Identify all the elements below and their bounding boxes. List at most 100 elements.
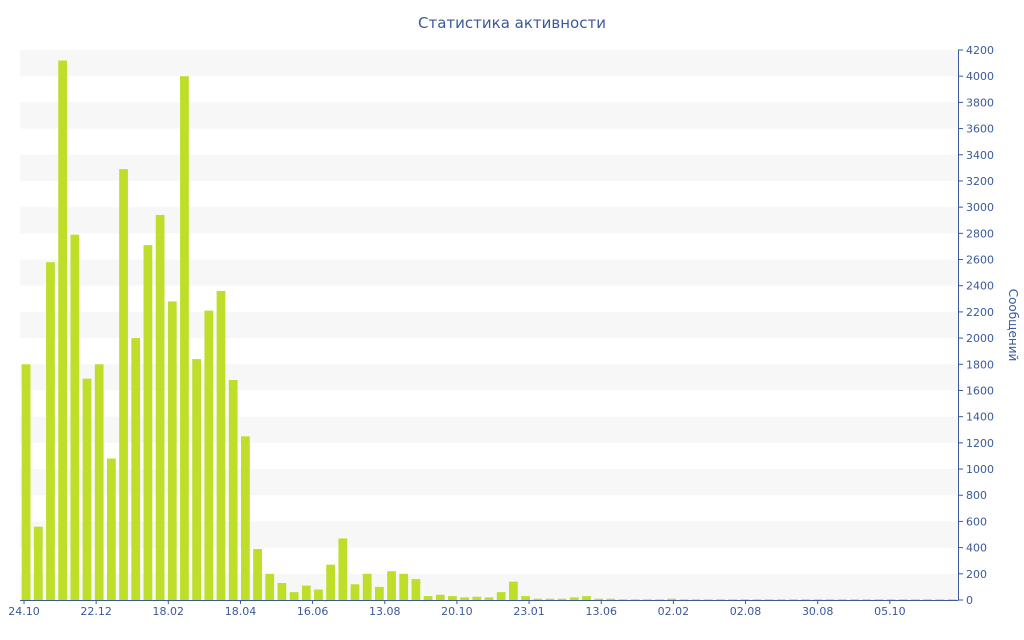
- bar: [131, 338, 141, 600]
- x-tick-label: 20.10: [441, 605, 473, 618]
- y-axis-label: Сообщений: [1006, 289, 1020, 362]
- y-tick-label: 2200: [966, 306, 994, 319]
- x-tick-label: 24.10: [8, 605, 40, 618]
- x-tick-label: 02.08: [730, 605, 762, 618]
- y-tick-label: 0: [966, 594, 973, 607]
- bar: [265, 573, 275, 600]
- y-tick-label: 1400: [966, 411, 994, 424]
- bar: [606, 598, 616, 600]
- bar: [192, 359, 202, 600]
- bar: [850, 599, 859, 600]
- bar: [582, 596, 591, 600]
- y-tick-label: 600: [966, 515, 987, 528]
- bar: [557, 598, 567, 600]
- grid-band: [20, 50, 958, 77]
- grid-band: [20, 154, 958, 181]
- y-tick-label: 2000: [966, 332, 994, 345]
- y-tick-label: 1200: [966, 437, 994, 450]
- y-tick-label: 3800: [966, 96, 994, 109]
- bar: [119, 169, 128, 601]
- bar: [789, 599, 798, 600]
- bar: [70, 234, 80, 600]
- bar: [569, 597, 579, 600]
- y-tick-label: 2800: [966, 227, 994, 240]
- bar: [106, 458, 116, 600]
- bar: [448, 596, 457, 600]
- y-tick-label: 3000: [966, 201, 994, 214]
- bar: [618, 599, 628, 600]
- bar: [728, 599, 738, 600]
- bar: [21, 364, 31, 600]
- bar: [691, 599, 701, 600]
- bar: [521, 596, 530, 600]
- bar: [533, 598, 543, 600]
- y-tick-label: 1600: [966, 384, 994, 397]
- bar: [886, 599, 896, 600]
- chart-title: Статистика активности: [418, 14, 606, 32]
- bar: [435, 594, 445, 600]
- bar: [496, 592, 506, 600]
- bar: [33, 526, 43, 600]
- bar: [46, 262, 55, 600]
- bar: [923, 599, 932, 600]
- bar: [204, 310, 214, 600]
- bar: [326, 564, 336, 600]
- bar: [167, 301, 177, 600]
- x-tick-label: 18.04: [225, 605, 257, 618]
- bar: [545, 598, 555, 600]
- y-tick-label: 3200: [966, 175, 994, 188]
- bar: [740, 599, 750, 600]
- bar: [240, 436, 250, 600]
- bar: [374, 586, 384, 600]
- bar: [679, 599, 689, 600]
- x-tick-label: 02.02: [658, 605, 690, 618]
- bar: [935, 599, 945, 600]
- bar: [143, 245, 153, 600]
- y-tick-label: 2600: [966, 254, 994, 267]
- x-tick-label: 23.01: [513, 605, 545, 618]
- bar: [180, 76, 189, 600]
- bar: [350, 584, 360, 600]
- bar: [508, 581, 518, 600]
- x-tick-label: 13.06: [585, 605, 617, 618]
- bar: [314, 589, 323, 600]
- bar: [703, 599, 713, 600]
- bar: [874, 599, 884, 600]
- bar: [642, 599, 652, 600]
- bar: [94, 364, 104, 600]
- bar: [716, 599, 725, 600]
- y-tick-label: 1800: [966, 358, 994, 371]
- y-tick-label: 800: [966, 489, 987, 502]
- bar: [837, 599, 847, 600]
- y-tick-label: 4000: [966, 70, 994, 83]
- bars-group: [21, 60, 957, 601]
- bar: [253, 548, 262, 600]
- x-tick-label: 22.12: [80, 605, 112, 618]
- bar: [460, 597, 470, 600]
- bar: [155, 215, 165, 600]
- bar: [898, 599, 908, 600]
- bar: [289, 592, 299, 600]
- y-tick-labels: 0 200 400 600 800 1000 1200 1400 1600 1800 2000 220…: [966, 44, 994, 607]
- bar: [411, 579, 421, 600]
- bar: [423, 596, 433, 600]
- y-tick-label: 2400: [966, 280, 994, 293]
- bar: [594, 598, 604, 600]
- bar: [484, 597, 494, 600]
- bar: [825, 599, 835, 600]
- y-tick-label: 1000: [966, 463, 994, 476]
- bar: [655, 599, 664, 600]
- grid-band: [20, 207, 958, 234]
- bar: [472, 596, 482, 600]
- y-tick-label: 3600: [966, 123, 994, 136]
- bar: [228, 380, 238, 600]
- x-tick-labels: 24.10 22.12 18.02 18.04 16.06 13.08 20.10 23.01…: [8, 605, 905, 618]
- x-tick-label: 18.02: [153, 605, 185, 618]
- bar: [862, 599, 872, 600]
- axes-group: [20, 49, 963, 604]
- bar: [764, 599, 774, 600]
- bar: [362, 573, 372, 600]
- y-tick-label: 200: [966, 568, 987, 581]
